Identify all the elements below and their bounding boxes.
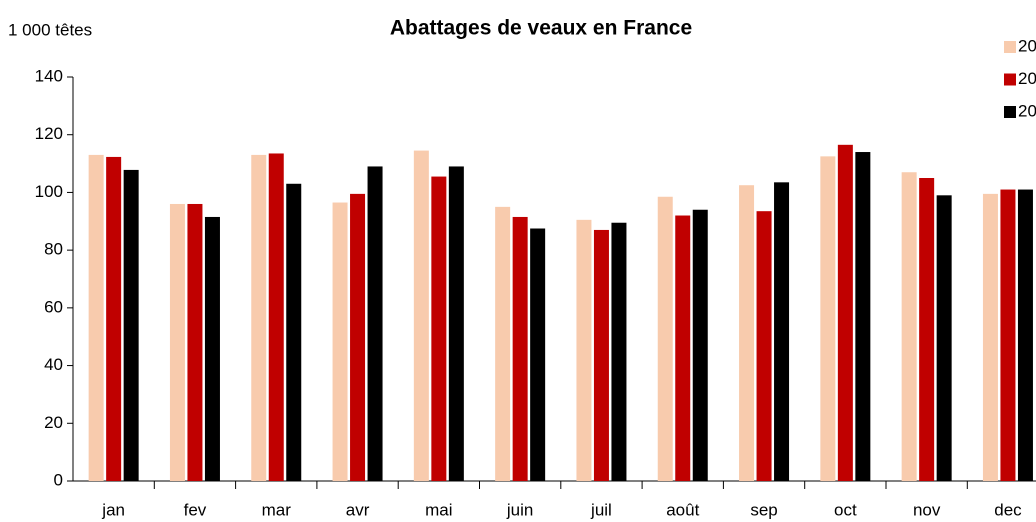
bar	[855, 152, 871, 481]
legend-label: 2017	[1018, 36, 1036, 55]
legend-swatch	[1004, 73, 1016, 86]
bar	[739, 185, 755, 481]
bar	[756, 211, 772, 481]
bar	[512, 216, 528, 481]
x-tick-label: avr	[346, 500, 370, 519]
legend-swatch	[1004, 106, 1016, 118]
bar	[123, 169, 139, 482]
bar	[1000, 189, 1016, 482]
bar	[936, 195, 952, 482]
bar	[692, 209, 708, 481]
bar	[901, 172, 917, 481]
bar	[204, 216, 220, 481]
bar	[919, 178, 935, 481]
bar	[495, 206, 511, 481]
x-tick-label: dec	[994, 500, 1022, 519]
bar	[657, 196, 673, 481]
chart-title: Abattages de veaux en France	[390, 17, 692, 40]
legend-label: 2019	[1018, 101, 1036, 120]
x-tick-label: jan	[101, 500, 125, 519]
y-tick-label: 40	[44, 355, 63, 374]
bar	[268, 153, 284, 481]
y-axis-label: 1 000 têtes	[8, 20, 92, 39]
y-tick-label: 140	[35, 66, 63, 85]
bar	[413, 150, 429, 482]
bar	[448, 166, 464, 481]
bar	[576, 219, 592, 482]
bar	[530, 228, 546, 481]
x-tick-label: oct	[834, 500, 857, 519]
x-tick-label: mar	[262, 500, 292, 519]
x-tick-label: sep	[750, 500, 777, 519]
x-tick-label: mai	[425, 500, 452, 519]
x-tick-label: juil	[590, 500, 612, 519]
y-tick-label: 80	[44, 240, 63, 259]
y-tick-label: 60	[44, 297, 63, 316]
x-tick-label: nov	[913, 500, 941, 519]
x-tick-label: août	[666, 500, 699, 519]
x-tick-label: fev	[184, 500, 207, 519]
bar	[286, 183, 302, 481]
legend-swatch	[1004, 41, 1016, 53]
bar	[611, 222, 627, 481]
bar	[251, 154, 267, 481]
y-tick-label: 120	[35, 124, 63, 143]
bar	[837, 144, 853, 482]
bar	[88, 154, 104, 481]
y-tick-label: 0	[54, 470, 63, 489]
bar	[1017, 189, 1033, 482]
bar	[169, 203, 185, 481]
bar	[332, 202, 348, 481]
bar	[106, 156, 122, 482]
bar	[774, 182, 790, 482]
bar	[431, 176, 447, 482]
x-tick-label: juin	[506, 500, 533, 519]
bar	[350, 193, 366, 481]
legend-label: 2018	[1018, 69, 1036, 88]
bar	[820, 156, 836, 481]
bar	[982, 193, 998, 481]
bar	[187, 203, 203, 481]
bar	[367, 166, 383, 481]
y-tick-label: 20	[44, 413, 63, 432]
y-tick-label: 100	[35, 182, 63, 201]
bar	[675, 215, 691, 481]
bar	[593, 229, 609, 481]
